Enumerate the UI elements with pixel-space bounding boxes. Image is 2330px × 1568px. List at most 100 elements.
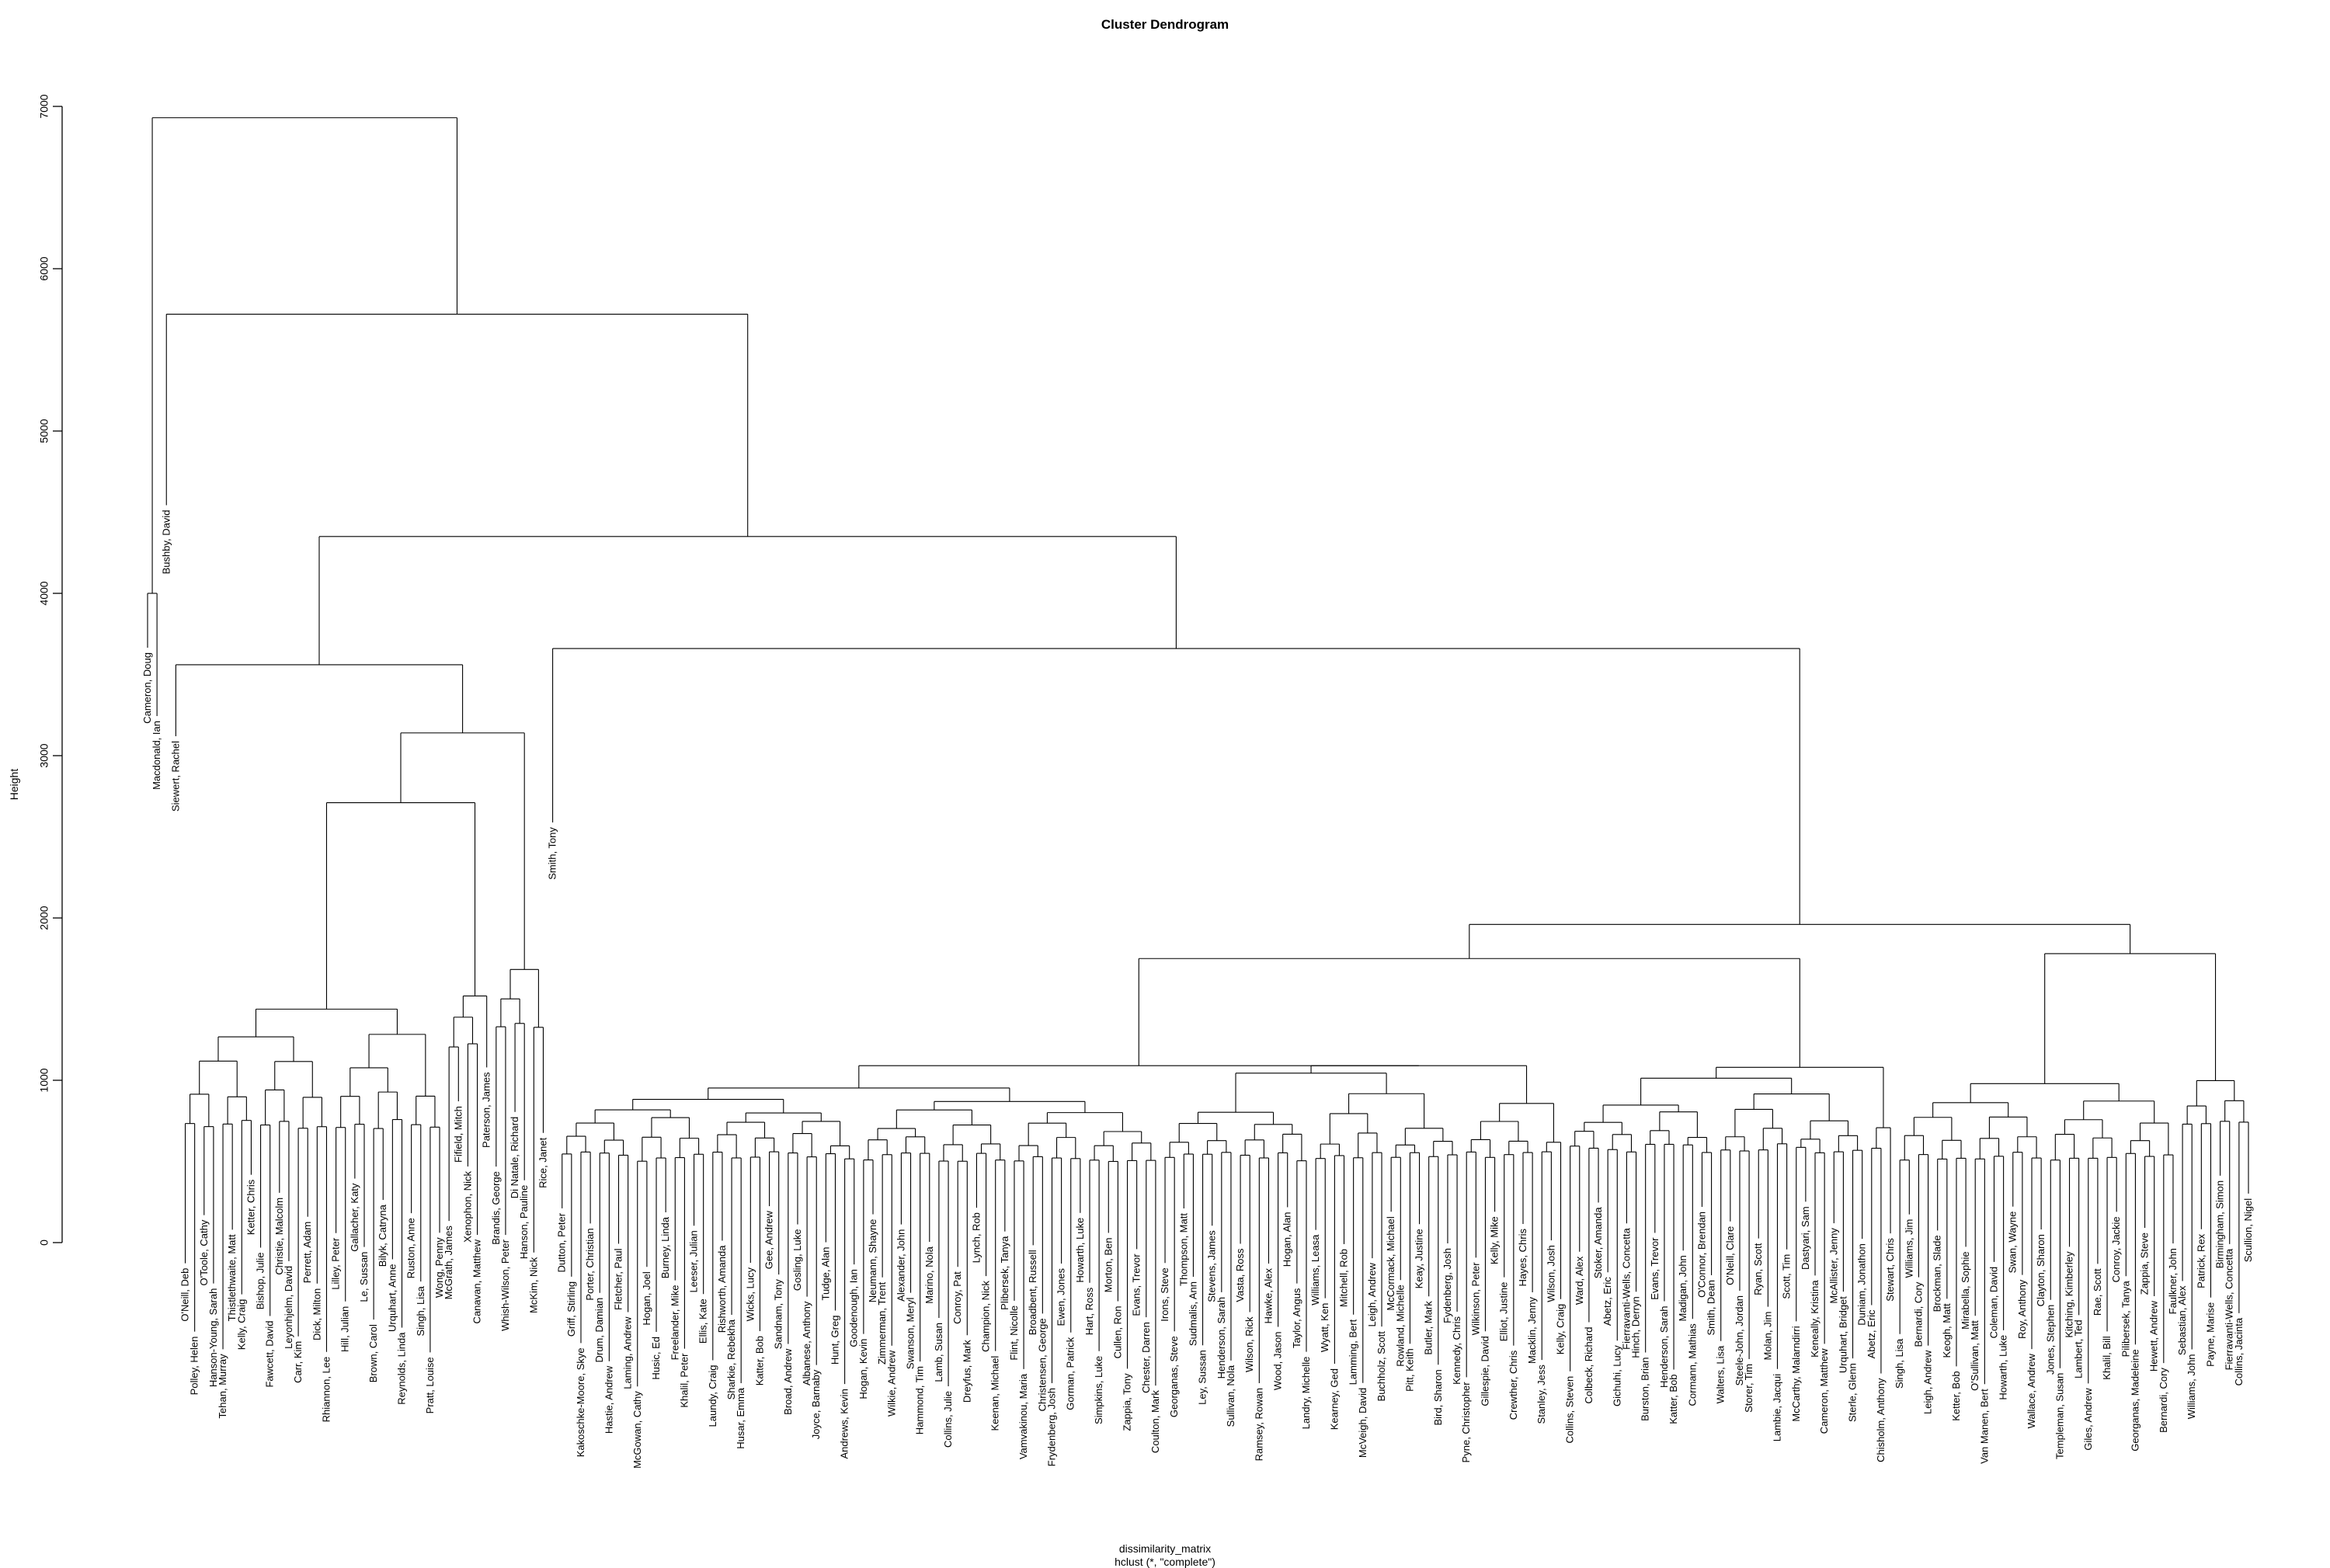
leaf-label: Ramsey, Rowan: [1253, 1388, 1264, 1461]
leaf-label: Cullen, Ron: [1111, 1306, 1123, 1358]
leaf-label: Hewett, Andrew: [2148, 1300, 2160, 1372]
leaf-label: Evans, Trevor: [1131, 1253, 1142, 1316]
leaf-label: Pratt, Louise: [424, 1357, 436, 1413]
leaf-label: Bushby, David: [160, 510, 172, 575]
leaf-label: Cameron, Matthew: [1818, 1348, 1830, 1434]
leaf-label: Stoker, Amanda: [1592, 1207, 1604, 1279]
leaf-label: Urquhart, Anne: [386, 1264, 398, 1332]
leaf-label: McVeigh, David: [1357, 1388, 1368, 1458]
leaf-label: O'Sullivan, Matt: [1969, 1320, 1980, 1391]
leaf-label: Leigh, Andrew: [1922, 1350, 1934, 1414]
leaf-label: Williams, Jim: [1903, 1219, 1914, 1278]
leaf-label: Brandis, George: [490, 1171, 502, 1245]
leaf-label: Christensen, George: [1036, 1318, 1048, 1411]
leaf-label: O'Connor, Brendan: [1695, 1212, 1707, 1298]
leaf-label: Morton, Ben: [1102, 1237, 1114, 1292]
leaf-label: Patrick, Rex: [2195, 1233, 2207, 1288]
leaf-label: Dreyfus, Mark: [961, 1340, 972, 1403]
leaf-label: Cameron, Doug: [141, 652, 153, 724]
leaf-label: Bird, Sharon: [1432, 1369, 1444, 1425]
leaf-label: Bernardi, Cory: [1912, 1281, 1924, 1347]
leaf-label: Storer, Tim: [1743, 1364, 1754, 1413]
leaf-label: Zimmerman, Trent: [876, 1281, 888, 1365]
y-tick-label: 1000: [38, 1068, 50, 1092]
leaf-label: Roy, Anthony: [2016, 1279, 2028, 1339]
leaf-label: Canavan, Matthew: [471, 1239, 483, 1323]
leaf-label: Keneally, Kristina: [1809, 1280, 1821, 1358]
leaf-label: Champion, Nick: [980, 1281, 992, 1352]
leaf-label: Collins, Julie: [942, 1391, 954, 1448]
leaf-label: Hinch, Derryn: [1630, 1296, 1642, 1358]
leaf-label: Xenophon, Nick: [461, 1171, 473, 1243]
leaf-label: Katter, Bob: [753, 1336, 765, 1385]
leaf-label: Alexander, John: [895, 1229, 906, 1302]
leaf-label: Abetz, Eric: [1601, 1277, 1613, 1326]
leaf-label: Pyne, Christopher: [1460, 1382, 1472, 1463]
leaf-label: Drum, Damian: [593, 1298, 605, 1363]
leaf-label: Chester, Darren: [1140, 1322, 1152, 1393]
y-tick-label: 2000: [38, 906, 50, 930]
leaf-label: Broad, Andrew: [782, 1348, 794, 1415]
leaf-label: Gillespie, David: [1479, 1336, 1490, 1406]
leaf-label: Bilyk, Catryna: [377, 1204, 388, 1267]
leaf-label: Cormann, Mathias: [1686, 1323, 1698, 1406]
leaf-label: Albanese, Anthony: [801, 1301, 812, 1385]
leaf-label: Khalil, Peter: [678, 1353, 690, 1408]
y-tick-label: 0: [38, 1239, 50, 1246]
leaf-label: Rishworth, Amanda: [716, 1245, 728, 1333]
leaf-label: Ketter, Bob: [1950, 1371, 1962, 1420]
leaf-label: Conroy, Pat: [951, 1271, 963, 1324]
leaf-label: Fletcher, Paul: [613, 1248, 624, 1310]
leaf-label: Fydenberg, Josh: [1441, 1248, 1453, 1323]
leaf-label: Howarth, Luke: [1998, 1335, 2009, 1400]
leaf-label: Molan, Jim: [1761, 1312, 1773, 1361]
leaf-label: Butler, Mark: [1423, 1301, 1435, 1355]
leaf-label: Christie, Malcolm: [273, 1198, 285, 1275]
leaf-label: Pitt, Keith: [1403, 1348, 1415, 1392]
leaf-label: Leyonhjelm, David: [283, 1266, 294, 1349]
leaf-label: Irons, Steve: [1159, 1267, 1170, 1321]
leaf-label: Sharkie, Rebekha: [725, 1319, 737, 1399]
leaf-label: Sullivan, Nola: [1225, 1365, 1236, 1427]
leaf-label: Laundy, Craig: [707, 1365, 718, 1427]
leaf-label: Dutton, Peter: [556, 1212, 568, 1272]
leaf-label: Van Manen, Bert: [1978, 1389, 1990, 1464]
leaf-label: Neumann, Shayne: [867, 1219, 878, 1303]
leaf-label: Chisholm, Anthony: [1875, 1378, 1887, 1462]
leaf-label: Gallacher, Katy: [349, 1183, 360, 1252]
leaf-label: Rice, Janet: [537, 1137, 548, 1187]
leaf-label: Brockman, Slade: [1932, 1235, 1943, 1312]
leaf-label: Gee, Andrew: [763, 1210, 775, 1269]
leaf-label: Goodenough, Ian: [848, 1269, 860, 1347]
leaf-label: Ward, Alex: [1574, 1256, 1585, 1305]
leaf-label: Wong, Penny: [433, 1237, 445, 1298]
leaf-label: Whish-Wilson, Peter: [499, 1239, 511, 1330]
leaf-label: Scott, Tim: [1781, 1254, 1793, 1299]
leaf-label: Flint, Nicolle: [1008, 1306, 1020, 1361]
leaf-label: Freelander, Mike: [669, 1285, 680, 1361]
leaf-label: Le, Sussan: [358, 1252, 370, 1302]
leaf-label: Sudmalis, Ann: [1187, 1281, 1198, 1346]
y-tick-label: 6000: [38, 256, 50, 280]
leaf-label: Georganas, Madeleine: [2129, 1349, 2140, 1452]
leaf-label: Khalil, Bill: [2101, 1336, 2113, 1379]
leaf-label: Ewen, Jones: [1055, 1268, 1067, 1326]
leaf-label: Ruston, Anne: [405, 1218, 417, 1278]
leaf-label: Brown, Carol: [367, 1324, 379, 1382]
leaf-label: Stanley, Jess: [1535, 1365, 1547, 1424]
leaf-label: Kelly, Mike: [1489, 1216, 1501, 1264]
leaf-label: Kelly, Craig: [235, 1299, 247, 1351]
leaf-label: Lynch, Rob: [970, 1212, 982, 1263]
leaf-label: Tudge, Alan: [819, 1247, 831, 1301]
leaf-label: Wicks, Lucy: [744, 1267, 756, 1321]
leaf-label: Fawcett, David: [264, 1321, 276, 1388]
leaf-label: Di Natale, Richard: [509, 1117, 520, 1199]
leaf-label: Fifield, Mitch: [452, 1106, 464, 1163]
leaf-label: Stewart, Chris: [1884, 1238, 1896, 1302]
leaf-label: Thistlethwaite, Matt: [226, 1234, 238, 1321]
leaf-label: Sebastian, Alex: [2176, 1285, 2188, 1355]
leaf-label: Wilson, Rick: [1243, 1316, 1255, 1372]
dendrogram-tree: [147, 117, 2249, 1387]
leaf-label: Tehan, Murray: [217, 1354, 228, 1419]
